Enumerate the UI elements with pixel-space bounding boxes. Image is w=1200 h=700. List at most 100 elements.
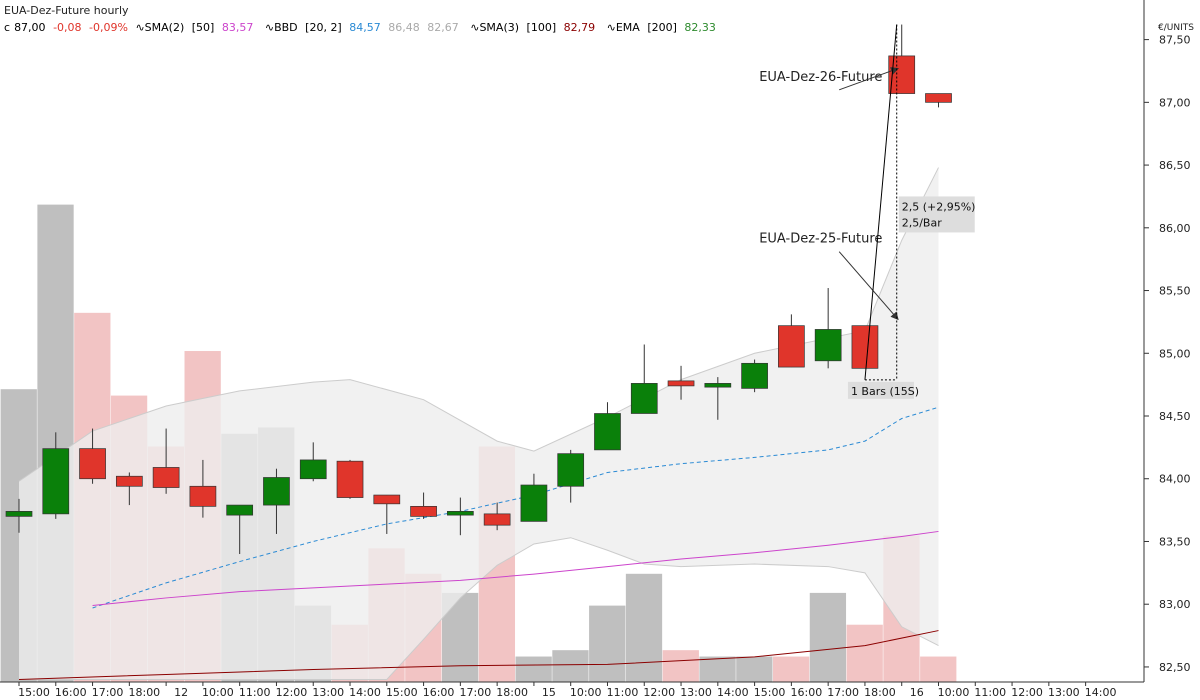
bollinger-mid-line [92,406,939,609]
candle[interactable] [42,432,70,519]
bollinger-lower-line [19,537,939,680]
candle[interactable] [410,492,437,519]
volume-bar [662,650,699,682]
candle-body [115,475,143,487]
candle[interactable] [5,498,33,533]
price-tick-label: 85,00 [1159,347,1191,360]
volume-bar [809,592,847,682]
sma100-line [18,630,939,680]
candle[interactable] [888,24,916,94]
time-tick-label: 10:00 [570,686,602,699]
candle[interactable] [226,504,254,555]
candle[interactable] [373,494,401,534]
time-tick-label: 13:00 [680,686,712,699]
bollinger-band-fill [19,167,939,680]
candle[interactable] [594,402,621,451]
time-tick-label: 18:00 [496,686,528,699]
candle[interactable] [778,314,805,368]
candle[interactable] [667,365,695,400]
price-tick-label: 84,50 [1159,410,1191,423]
time-tick-label: 11:00 [974,686,1006,699]
chart-title: EUA-Dez-Future hourly [4,4,129,17]
sma50-legend[interactable]: ∿SMA(2) [50] 83,57 [135,21,254,34]
time-tick-label: 11:00 [607,686,639,699]
time-tick-label: 12 [174,686,188,699]
time-tick-label: 12:00 [1011,686,1043,699]
measure-change-label: 2,5 (+2,95%) [902,200,976,213]
ema-legend[interactable]: ∿EMA [200] 82,33 [606,21,716,34]
time-tick-label: 15:00 [18,686,50,699]
measure-box [898,196,975,233]
time-tick-label: 17:00 [827,686,859,699]
candle[interactable] [263,468,290,534]
candle[interactable] [299,442,327,482]
time-tick-label: 14:00 [1085,686,1117,699]
candles[interactable] [5,24,952,555]
candle-body [888,55,916,94]
candle-body [704,383,732,388]
time-tick-label: 14:00 [349,686,381,699]
bollinger-upper-line [18,167,939,482]
candle[interactable] [704,377,732,420]
candle[interactable] [925,93,952,108]
time-tick-label: 12:00 [643,686,675,699]
time-tick-label: 18:00 [864,686,896,699]
annotation-label: EUA-Dez-25-Future [759,232,882,247]
price-tick-label: 86,00 [1159,222,1191,235]
time-tick-label: 15 [542,686,556,699]
measure-bars-label: 1 Bars (15S) [851,385,919,398]
candle-body [263,477,290,506]
candle-body [778,325,805,368]
candle[interactable] [447,497,474,536]
candle-body [814,329,842,362]
price-tick-label: 83,50 [1159,535,1191,548]
candle-body [483,513,511,526]
candle-body [79,448,106,480]
time-tick-label: 16:00 [791,686,823,699]
volume-bar [846,624,883,682]
price-tick-label: 87,50 [1159,34,1191,47]
candle[interactable] [520,473,548,522]
candle[interactable] [851,325,879,369]
time-tick-label: 16:00 [55,686,87,699]
bollinger-band [19,167,939,680]
volume-bar [772,656,810,682]
time-tick-label: 15:00 [754,686,786,699]
candle[interactable] [79,428,106,484]
indicator-legend: c 87,00 -0,08 -0,09% ∿SMA(2) [50] 83,57 ∿… [4,21,724,34]
candle[interactable] [557,449,585,503]
candle-body [5,511,33,517]
time-tick-label: 11:00 [239,686,271,699]
candle-body [226,504,254,516]
candle[interactable] [189,459,217,518]
price-tick-label: 84,00 [1159,473,1191,486]
candle-body [557,453,585,487]
time-tick-label: 16:00 [423,686,455,699]
candle-body [925,93,952,103]
time-tick-label: 13:00 [1048,686,1080,699]
price-tick-label: 83,00 [1159,598,1191,611]
price-tick-label: 85,50 [1159,285,1191,298]
candle[interactable] [741,359,768,393]
candle[interactable] [814,288,842,369]
sma100-legend[interactable]: ∿SMA(3) [100] 82,79 [470,21,596,34]
indicator-lines [18,167,939,680]
candle-body [299,459,327,480]
candle-body [520,484,548,522]
annotation-label: EUA-Dez-26-Future [759,70,882,85]
volume-bar [552,650,589,682]
volume-bar [515,656,552,682]
price-tick-label: 82,50 [1159,661,1191,674]
time-tick-label: 14:00 [717,686,749,699]
candle[interactable] [630,344,658,414]
bbd-legend[interactable]: ∿BBD [20, 2] 84,57 86,48 82,67 [264,21,459,34]
candle[interactable] [483,502,511,531]
time-tick-label: 16 [910,686,924,699]
annotation-arrow [838,251,899,321]
candle[interactable] [115,472,143,506]
candle[interactable] [152,428,180,494]
close-value: 87,00 [14,21,46,34]
candle[interactable] [336,459,364,499]
price-tick-label: 86,50 [1159,159,1191,172]
